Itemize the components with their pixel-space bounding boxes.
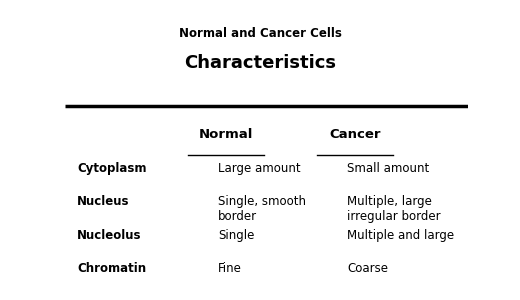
- Text: Nucleus: Nucleus: [77, 195, 129, 208]
- Text: Normal: Normal: [199, 128, 253, 141]
- Text: Multiple and large: Multiple and large: [347, 229, 454, 242]
- Text: Multiple, large
irregular border: Multiple, large irregular border: [347, 195, 441, 224]
- Text: Cancer: Cancer: [329, 128, 381, 141]
- Text: Fine: Fine: [218, 262, 242, 275]
- Text: Characteristics: Characteristics: [184, 54, 336, 72]
- Text: Small amount: Small amount: [347, 162, 430, 175]
- Text: Normal and Cancer Cells: Normal and Cancer Cells: [178, 27, 342, 40]
- Text: Large amount: Large amount: [218, 162, 301, 175]
- Text: Single, smooth
border: Single, smooth border: [218, 195, 306, 224]
- Text: Nucleolus: Nucleolus: [77, 229, 141, 242]
- Text: Cytoplasm: Cytoplasm: [77, 162, 147, 175]
- Text: Coarse: Coarse: [347, 262, 388, 275]
- Text: Single: Single: [218, 229, 254, 242]
- Text: Chromatin: Chromatin: [77, 262, 146, 275]
